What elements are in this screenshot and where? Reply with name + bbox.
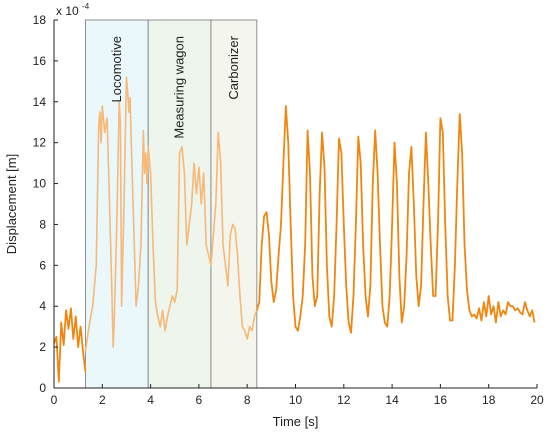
x-tick-label: 10	[289, 393, 303, 407]
y-tick-label: 14	[33, 95, 47, 109]
x-tick-label: 20	[530, 393, 544, 407]
y-tick-label: 16	[33, 54, 47, 68]
y-axis-exponent-base: x 10	[56, 4, 79, 18]
x-tick-label: 0	[51, 393, 58, 407]
y-axis-exponent-power: -4	[82, 2, 90, 11]
x-tick-label: 14	[385, 393, 399, 407]
displacement-line-before	[53, 307, 87, 383]
x-tick-label: 12	[337, 393, 351, 407]
x-tick-label: 4	[147, 393, 154, 407]
y-tick-label: 8	[39, 217, 46, 231]
x-tick-label: 16	[434, 393, 448, 407]
x-tick-label: 6	[196, 393, 203, 407]
y-tick-label: 6	[39, 258, 46, 272]
y-tick-label: 4	[39, 299, 46, 313]
series-layer	[53, 76, 536, 383]
y-axis-title: Displacement [m]	[4, 154, 19, 254]
y-tick-label: 0	[39, 381, 46, 395]
region-label-measuring-wagon: Measuring wagon	[172, 36, 187, 139]
region-label-locomotive: Locomotive	[109, 36, 124, 102]
y-tick-label: 2	[39, 340, 46, 354]
y-axis-exponent: x 10 -4	[56, 2, 90, 18]
y-tick-label: 10	[33, 177, 47, 191]
x-ticks: 0 2 4 6 8 10 12 14 16 18 20	[51, 384, 544, 407]
y-tick-label: 18	[33, 13, 47, 27]
y-ticks: 0 2 4 6 8 10 12 14 16 18	[33, 13, 58, 395]
x-tick-label: 18	[482, 393, 496, 407]
x-tick-label: 2	[99, 393, 106, 407]
y-tick-label: 12	[33, 136, 47, 150]
region-labels-layer: Locomotive Measuring wagon Carbonizer	[109, 35, 241, 138]
displacement-line-after	[255, 104, 536, 334]
x-tick-label: 8	[244, 393, 251, 407]
displacement-line-regions	[84, 76, 258, 352]
x-axis-title: Time [s]	[273, 414, 319, 429]
region-label-carbonizer: Carbonizer	[226, 35, 241, 99]
regions-layer	[84, 19, 258, 389]
